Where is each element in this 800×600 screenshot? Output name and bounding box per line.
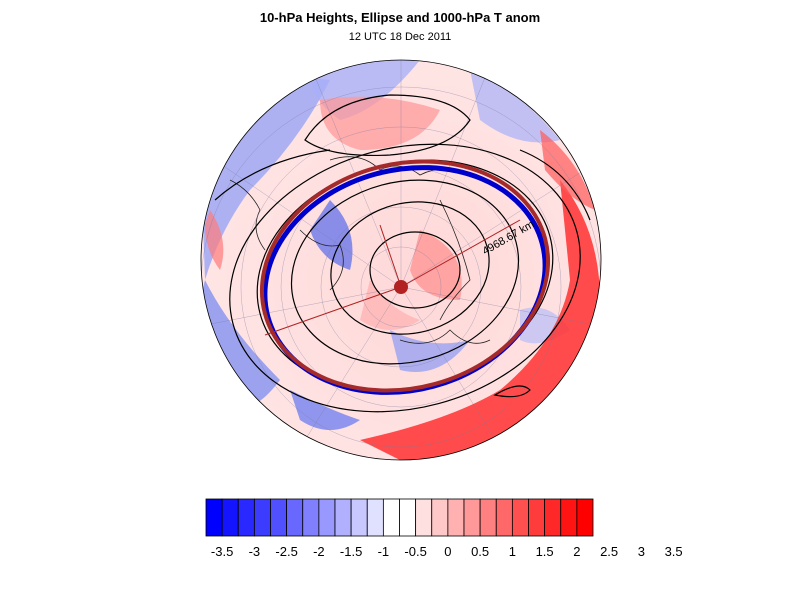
colorbar-tick-label: -0.5 [404,544,426,559]
colorbar-box [205,498,223,537]
colorbar-box [447,498,465,537]
colorbar-tick-label: 1 [509,544,516,559]
colorbar-box [463,498,481,537]
colorbar-box [495,498,513,537]
colorbar-tick-label: 0.5 [471,544,489,559]
colorbar-box [270,498,288,537]
colorbar-tick-label: -2.5 [275,544,297,559]
polar-map: 4968.67 km [200,59,602,461]
colorbar-box [576,498,594,537]
ellipse-minor-axis [264,286,402,336]
colorbar-box [253,498,271,537]
colorbar-tick-label: 2 [573,544,580,559]
fitted-ellipse-outer [259,159,551,393]
colorbar-box [544,498,562,537]
colorbar-tick-label: 2.5 [600,544,618,559]
colorbar-tick-label: -1.5 [340,544,362,559]
colorbar-tick-label: 3 [638,544,645,559]
colorbar-boxes [205,498,594,537]
globe-outline [200,59,602,461]
colorbar-tick-label: 0 [444,544,451,559]
ellipse-center-marker [394,280,408,294]
colorbar-box [318,498,336,537]
colorbar-box [237,498,255,537]
colorbar-tick-label: 1.5 [536,544,554,559]
colorbar-tick-label: -1 [378,544,390,559]
ellipse-major-axis [400,219,521,288]
colorbar-box [431,498,449,537]
colorbar-box [479,498,497,537]
map-title: 10-hPa Heights, Ellipse and 1000-hPa T a… [259,10,541,25]
colorbar-box [415,498,433,537]
colorbar-tick-label: -3 [249,544,261,559]
colorbar-box [560,498,578,537]
colorbar-box [382,498,400,537]
colorbar-box [221,498,239,537]
colorbar-box [366,498,384,537]
colorbar-box [528,498,546,537]
colorbar-box [286,498,304,537]
colorbar-box [350,498,368,537]
colorbar-box [399,498,417,537]
colorbar-tick-label: -2 [313,544,325,559]
colorbar-labels: -3.5 -3 -2.5 -2 -1.5 -1 -0.5 0 0.5 1 1.5 2 2.5 3 3.5 [211,544,683,559]
colorbar-box [334,498,352,537]
colorbar-box [511,498,529,537]
map-subtitle: 12 UTC 18 Dec 2011 [348,31,452,43]
colorbar-tick-label: -3.5 [211,544,233,559]
colorbar-tick-label: 3.5 [665,544,683,559]
colorbar-box [302,498,320,537]
